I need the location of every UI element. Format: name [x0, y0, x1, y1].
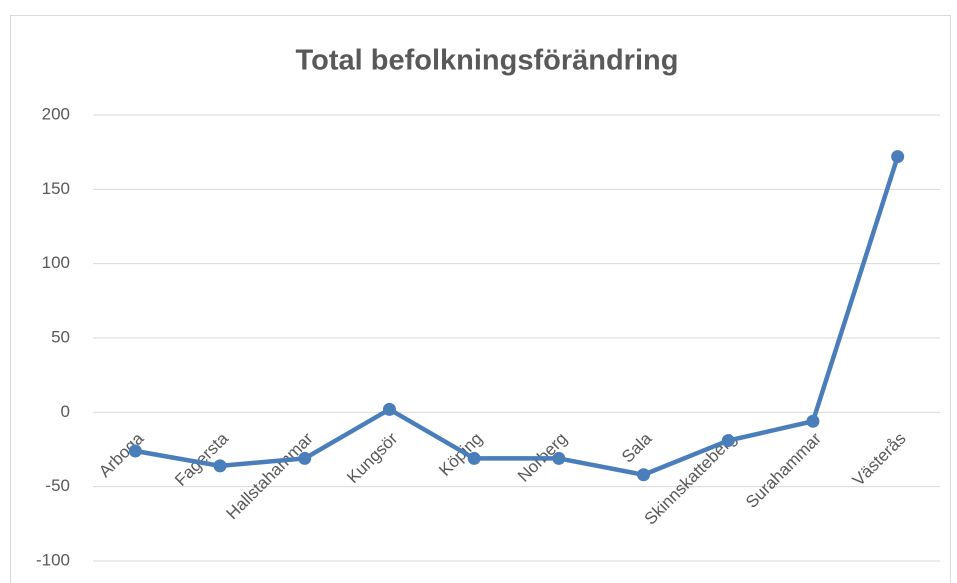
- y-tick-label: 50: [51, 327, 70, 346]
- data-point: [806, 414, 820, 428]
- chart-border: [10, 15, 951, 583]
- data-point: [637, 468, 651, 482]
- y-tick-label: 150: [42, 179, 70, 198]
- y-tick-label: 100: [42, 253, 70, 272]
- y-tick-label: -100: [36, 550, 70, 569]
- data-point: [298, 451, 312, 465]
- y-tick-label: -50: [45, 476, 70, 495]
- data-line: [134, 155, 900, 478]
- data-point: [213, 459, 227, 473]
- data-point: [721, 434, 735, 448]
- data-point: [891, 150, 905, 164]
- y-tick-label: 200: [42, 104, 70, 123]
- chart-title: Total befolkningsförändring: [296, 45, 679, 77]
- data-point: [552, 451, 566, 465]
- data-point: [382, 402, 396, 416]
- y-tick-label: 0: [61, 402, 70, 421]
- data-point: [128, 444, 142, 458]
- data-point: [467, 451, 481, 465]
